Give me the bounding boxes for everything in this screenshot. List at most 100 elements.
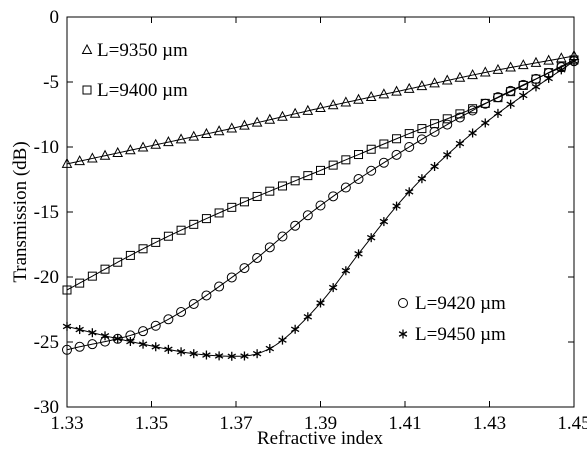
square-marker [100, 264, 110, 274]
legend-square-marker [82, 85, 92, 95]
x-tick-label: 1.43 [473, 413, 506, 434]
triangle-marker [403, 82, 415, 93]
square-marker [201, 214, 211, 224]
legend-triangle-marker [81, 43, 93, 54]
circle-marker [277, 231, 288, 242]
star-marker [126, 337, 135, 347]
circle-marker [62, 344, 72, 355]
y-tick-label: -5 [43, 72, 59, 93]
triangle-marker [543, 54, 554, 65]
circle-marker [480, 98, 491, 109]
triangle-marker [467, 69, 478, 80]
square-marker [442, 114, 452, 124]
circle-marker [302, 210, 313, 221]
x-tick-label: 1.33 [50, 413, 83, 434]
square-marker [214, 208, 224, 218]
triangle-marker [378, 88, 390, 99]
square-marker [303, 171, 313, 181]
square-marker [392, 134, 402, 144]
triangle-marker [125, 144, 136, 155]
triangle-marker [99, 149, 111, 160]
square-marker [62, 285, 72, 295]
square-marker [290, 176, 300, 186]
star-marker [430, 161, 439, 171]
star-marker [531, 82, 541, 92]
triangle-marker [201, 127, 212, 138]
star-marker [202, 350, 211, 360]
triangle-marker [213, 125, 225, 136]
circle-marker [176, 306, 187, 317]
circle-marker [378, 157, 389, 168]
square-marker [176, 225, 186, 235]
triangle-marker [441, 74, 453, 85]
star-marker [113, 334, 122, 344]
star-marker [379, 217, 389, 227]
star-marker [493, 108, 503, 118]
square-marker [379, 139, 389, 149]
circle-marker [201, 290, 212, 301]
circle-marker [391, 149, 402, 160]
x-tick-label: 1.35 [135, 413, 168, 434]
square-marker [252, 191, 262, 201]
square-marker [277, 181, 287, 191]
star-marker [240, 351, 249, 361]
square-marker [151, 237, 161, 247]
triangle-marker [340, 96, 352, 107]
circle-marker [188, 298, 199, 309]
y-tick-label: -10 [34, 137, 59, 158]
star-marker [62, 321, 72, 331]
star-marker [354, 249, 363, 259]
circle-marker [87, 339, 98, 350]
circle-marker [492, 92, 503, 103]
legend-label: L=9350 µm [97, 40, 188, 61]
star-marker [227, 351, 236, 361]
square-marker [265, 186, 275, 196]
triangle-marker [289, 107, 301, 118]
circle-marker [252, 252, 263, 263]
circle-marker [467, 105, 478, 116]
star-marker [75, 325, 84, 335]
x-tick-label: 1.45 [557, 413, 587, 434]
star-marker [278, 335, 287, 345]
triangle-marker [327, 99, 339, 110]
triangle-marker [353, 93, 364, 104]
triangle-marker [74, 155, 86, 166]
star-marker [417, 174, 427, 184]
circle-marker [404, 142, 415, 153]
triangle-marker [87, 152, 98, 163]
square-marker [354, 150, 364, 160]
series-markers [61, 49, 580, 361]
star-marker [214, 351, 224, 361]
x-axis-title: Refractive index [257, 428, 384, 449]
star-marker [303, 312, 313, 322]
circle-marker [505, 85, 516, 96]
legend-label: L=9450 µm [415, 324, 506, 345]
star-marker [316, 298, 325, 308]
square-marker [341, 155, 351, 165]
triangle-marker [150, 138, 162, 149]
star-marker [341, 266, 351, 276]
triangle-marker [239, 119, 250, 130]
legend-star-marker [398, 329, 408, 339]
circle-marker [214, 281, 225, 292]
series-markers-3 [62, 56, 579, 361]
y-tick-label: -25 [34, 332, 59, 353]
triangle-marker [188, 130, 200, 141]
square-marker [316, 165, 325, 175]
triangle-marker [264, 113, 276, 124]
star-marker [88, 328, 97, 338]
triangle-marker [391, 85, 402, 96]
square-marker [87, 271, 97, 281]
y-axis-title: Transmission (dB) [10, 141, 31, 282]
circle-marker [442, 119, 453, 130]
y-tick-label: -30 [34, 397, 59, 418]
legend-circle-marker [398, 298, 408, 308]
circle-marker [454, 112, 465, 123]
circle-marker [74, 341, 85, 352]
triangle-marker [315, 101, 326, 112]
star-marker [557, 65, 566, 75]
star-marker [265, 344, 275, 354]
star-marker [405, 187, 414, 197]
star-marker [138, 339, 148, 349]
